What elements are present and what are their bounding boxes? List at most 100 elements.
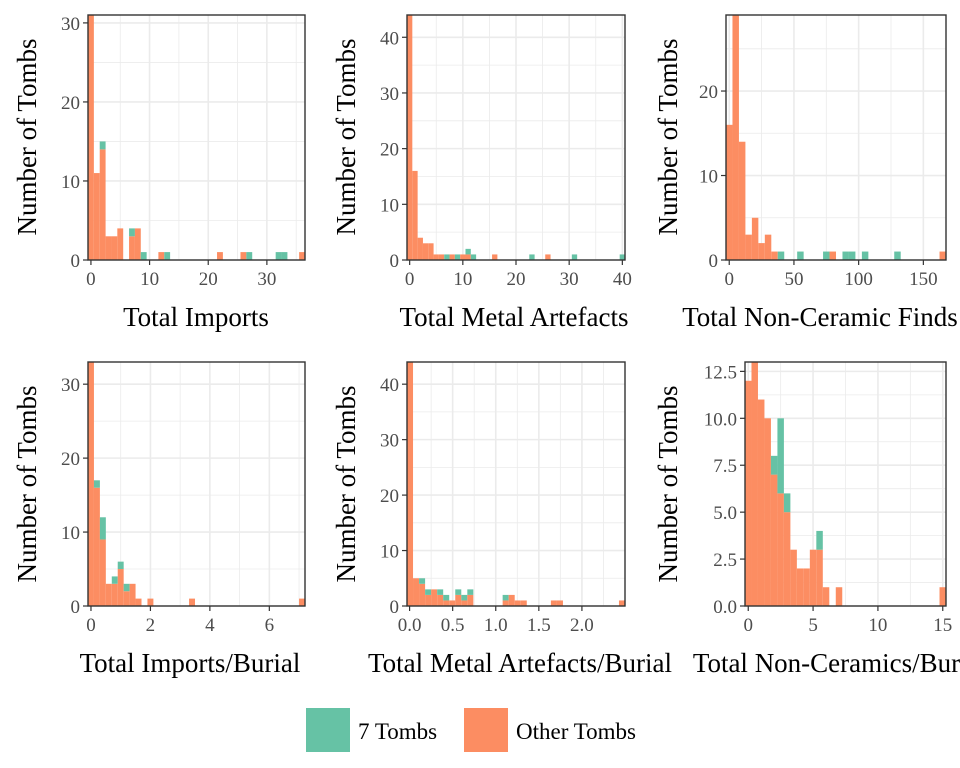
bar-other-tombs	[217, 252, 223, 260]
panel-border	[406, 361, 626, 607]
y-tick-label: 10.0	[704, 409, 737, 430]
x-tick-label: 0	[405, 269, 415, 290]
bar-7-tombs	[823, 251, 830, 260]
y-axis-title: Number of Tombs	[653, 38, 683, 235]
bar-other-tombs	[829, 251, 836, 260]
x-tick-label: 6	[265, 615, 275, 636]
bar-7-tombs	[246, 252, 253, 260]
y-axis-title: Number of Tombs	[331, 385, 361, 582]
bar-other-tombs	[438, 254, 445, 260]
y-tick-label: 12.5	[704, 362, 737, 383]
bar-7-tombs	[770, 455, 778, 475]
bar-other-tombs	[520, 600, 527, 606]
y-tick-label: 10	[61, 172, 80, 193]
bar-other-tombs	[99, 149, 106, 260]
bar-other-tombs	[123, 591, 130, 606]
bar-7-tombs	[444, 254, 450, 260]
bar-other-tombs	[502, 600, 509, 606]
x-tick-label: 50	[784, 269, 803, 290]
legend-svg: 7 Tombs Other Tombs	[306, 708, 636, 752]
bar-other-tombs	[939, 251, 946, 260]
legend-key-7-tombs	[306, 708, 350, 752]
bar-7-tombs	[99, 141, 106, 150]
y-tick-label: 0	[71, 597, 81, 618]
bar-other-tombs	[508, 594, 515, 606]
panel-background	[88, 15, 305, 260]
y-tick-label: 0	[390, 251, 400, 272]
panel-border	[744, 361, 947, 607]
bar-7-tombs	[164, 252, 171, 260]
bar-other-tombs	[105, 236, 112, 260]
bar-7-tombs	[437, 589, 444, 595]
bar-7-tombs	[571, 254, 578, 260]
bar-7-tombs	[470, 254, 477, 260]
y-tick-label: 7.5	[713, 456, 737, 477]
legend-key-other-tombs	[464, 708, 508, 752]
bar-other-tombs	[809, 549, 817, 606]
x-tick-label: 0	[86, 269, 96, 290]
histogram-panel-5: 0.0 0.5 1.0 1.5 2.0 0 10 20 30 40 Total Metal Arte…	[331, 361, 672, 678]
bar-7-tombs	[465, 248, 471, 255]
bar-7-tombs	[816, 530, 823, 550]
bar-other-tombs	[745, 234, 752, 260]
x-tick-label: 30	[560, 269, 579, 290]
bar-other-tombs	[422, 243, 429, 260]
panel-border	[725, 14, 947, 261]
bar-7-tombs	[502, 594, 509, 601]
bar-7-tombs	[783, 493, 791, 513]
bar-other-tombs	[618, 600, 625, 606]
x-tick-label: 2.0	[570, 615, 594, 636]
y-axis-title: Number of Tombs	[12, 385, 42, 582]
x-tick-label: 15	[933, 615, 952, 636]
y-tick-label: 10	[699, 167, 718, 188]
bar-other-tombs	[111, 236, 118, 260]
histogram-panel-2: 0 10 20 30 40 0 10 20 30 40 Total Metal Artefacts N…	[331, 14, 632, 332]
x-axis-title: Total Imports	[123, 302, 269, 332]
x-tick-label: 0.0	[398, 615, 422, 636]
bar-other-tombs	[431, 589, 438, 606]
bar-other-tombs	[550, 600, 557, 606]
bar-7-tombs	[140, 252, 147, 260]
histogram-panel-6: 0 5 10 15 0.0 2.5 5.0 7.5 10.0 12.5 Total Non-Cera…	[653, 361, 960, 678]
bar-other-tombs	[419, 583, 426, 606]
bar-other-tombs	[240, 252, 247, 260]
histogram-panel-4: 0 2 4 6 0 10 20 30 Total Imports/Burial Number of…	[12, 361, 306, 678]
y-tick-label: 2.5	[713, 550, 737, 571]
bar-other-tombs	[111, 583, 118, 606]
bar-other-tombs	[99, 539, 106, 606]
x-tick-label: 100	[844, 269, 873, 290]
x-tick-label: 1.0	[484, 615, 508, 636]
bar-7-tombs	[111, 576, 118, 584]
bar-7-tombs	[777, 251, 785, 260]
bar-other-tombs	[135, 598, 142, 606]
x-tick-label: 20	[507, 269, 526, 290]
x-tick-label: 0	[743, 615, 753, 636]
y-tick-label: 10	[61, 523, 80, 544]
bar-other-tombs	[745, 380, 752, 606]
bar-other-tombs	[455, 594, 462, 606]
x-axis-title: Total Non-Ceramics/Burial	[693, 648, 960, 678]
bar-other-tombs	[461, 600, 468, 606]
bar-7-tombs	[461, 594, 468, 601]
x-tick-label: 0	[724, 269, 734, 290]
bar-7-tombs	[619, 254, 625, 260]
bar-other-tombs	[465, 254, 471, 260]
bar-other-tombs	[514, 600, 521, 606]
x-axis-title: Total Imports/Burial	[80, 648, 301, 678]
y-tick-label: 0.0	[713, 597, 737, 618]
bar-other-tombs	[777, 493, 784, 606]
bar-7-tombs	[93, 480, 100, 488]
legend: 7 Tombs Other Tombs	[306, 708, 666, 752]
y-tick-label: 5.0	[713, 503, 737, 524]
bar-other-tombs	[443, 600, 450, 606]
bar-other-tombs	[764, 234, 772, 260]
bar-other-tombs	[93, 487, 100, 606]
bar-other-tombs	[129, 236, 135, 260]
bar-other-tombs	[467, 594, 474, 606]
bar-other-tombs	[764, 418, 771, 606]
bar-other-tombs	[437, 594, 444, 606]
x-tick-label: 5	[808, 615, 818, 636]
x-tick-label: 30	[257, 269, 276, 290]
y-tick-label: 40	[380, 28, 399, 49]
